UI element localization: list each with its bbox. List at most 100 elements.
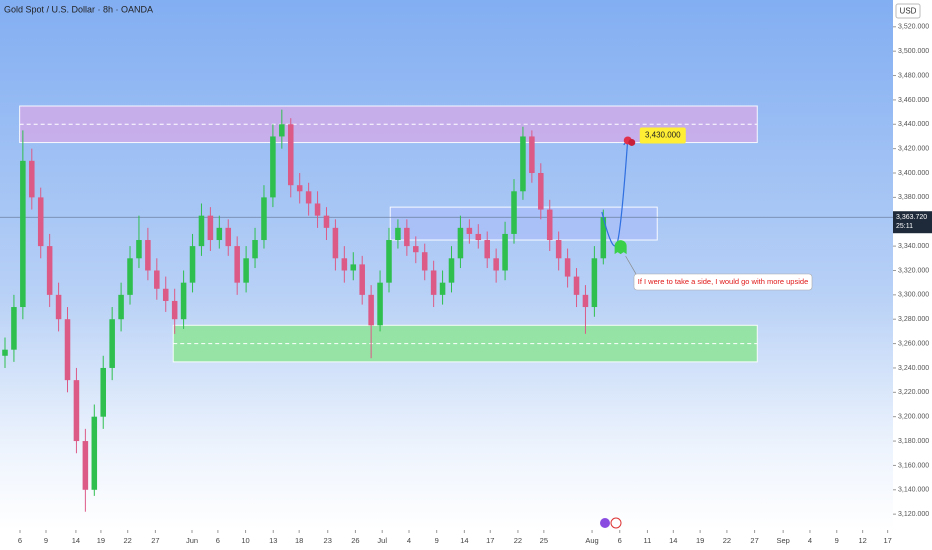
target-icon: [628, 138, 636, 146]
y-tick-label: 3,460.000: [898, 97, 929, 104]
candle-body: [448, 258, 455, 283]
candle-body: [564, 258, 571, 277]
time-axis-panel: [0, 530, 893, 550]
candle-body: [46, 246, 53, 295]
x-tick-label: 17: [883, 536, 891, 545]
currency[interactable]: USD: [900, 7, 917, 16]
candle-body: [154, 270, 160, 289]
ghost-icon: [614, 240, 627, 255]
x-tick-label: 26: [351, 536, 359, 545]
candle-body: [404, 227, 410, 247]
candle-body: [555, 240, 562, 259]
countdown: 25:11: [896, 223, 913, 230]
candle-body: [296, 185, 303, 192]
y-tick-label: 3,120.000: [898, 511, 929, 518]
candle-body: [520, 136, 526, 192]
x-tick-label: 22: [514, 536, 522, 545]
candle-body: [395, 227, 401, 241]
y-tick-label: 3,300.000: [898, 292, 929, 299]
x-tick-label: 23: [324, 536, 332, 545]
candle-body: [243, 258, 249, 283]
y-tick-label: 3,260.000: [898, 340, 929, 347]
candle-body: [600, 217, 607, 259]
x-tick-label: 22: [723, 536, 731, 545]
plot-background: [0, 0, 893, 530]
y-tick-label: 3,340.000: [898, 243, 929, 250]
x-tick-label: Aug: [585, 536, 598, 545]
candle-body: [11, 307, 17, 350]
x-tick-label: 27: [151, 536, 159, 545]
x-tick-label: 11: [644, 536, 652, 545]
annotation-box: [633, 273, 813, 291]
candle-body: [136, 240, 142, 259]
candle-body: [180, 282, 187, 320]
y-tick-label: 3,140.000: [898, 487, 929, 494]
last-price-badge: [893, 211, 932, 234]
x-tick-label: 25: [540, 536, 548, 545]
candle-body: [475, 233, 482, 241]
candle-body: [377, 282, 383, 326]
price-axis-panel: [893, 0, 932, 550]
candle-body: [493, 258, 499, 271]
x-tick-label: 6: [216, 536, 220, 545]
candle-body: [430, 270, 437, 295]
candle-body: [484, 240, 490, 259]
x-tick-label: 22: [124, 536, 132, 545]
candle-body: [20, 160, 26, 308]
candle-body: [413, 246, 419, 253]
candle-body: [225, 227, 232, 247]
candle-body: [502, 233, 508, 271]
x-tick-label: 19: [97, 536, 105, 545]
candle-body: [582, 294, 589, 308]
x-tick-label: 14: [460, 536, 468, 545]
chart-title: Gold Spot / U.S. Dollar · 8h · OANDA: [4, 4, 153, 14]
candle-body: [529, 136, 535, 174]
candle-body: [100, 367, 106, 417]
y-tick-label: 3,500.000: [898, 48, 929, 55]
candle-body: [421, 252, 428, 271]
candle-body: [341, 258, 348, 271]
x-tick-label: 4: [407, 536, 411, 545]
y-tick-label: 3,280.000: [898, 316, 929, 323]
candle-body: [332, 227, 339, 259]
x-tick-label: 12: [858, 536, 866, 545]
x-tick-label: 14: [72, 536, 80, 545]
y-tick-label: 3,220.000: [898, 389, 929, 396]
candle-body: [538, 173, 544, 210]
x-tick-label: 9: [435, 536, 439, 545]
y-tick-label: 3,200.000: [898, 414, 929, 421]
candle-body: [359, 264, 365, 295]
candle-body: [118, 294, 124, 320]
candle-body: [314, 203, 321, 216]
candle-body: [573, 276, 580, 295]
candle-body: [162, 288, 169, 301]
candle-body: [73, 380, 80, 442]
y-tick-label: 3,480.000: [898, 72, 929, 79]
candle-body: [29, 160, 35, 198]
y-tick-label: 3,180.000: [898, 438, 929, 445]
x-tick-label: 6: [18, 536, 22, 545]
x-tick-label: 9: [835, 536, 839, 545]
candle-body: [37, 197, 44, 247]
x-tick-label: 6: [618, 536, 622, 545]
x-tick-label: 4: [808, 536, 812, 545]
x-tick-label: 9: [44, 536, 48, 545]
x-tick-label: 17: [486, 536, 494, 545]
y-tick-label: 3,240.000: [898, 365, 929, 372]
x-tick-label: 18: [295, 536, 303, 545]
candle-body: [368, 294, 374, 326]
candle-body: [466, 227, 473, 234]
candle-body: [145, 240, 151, 271]
currency-box[interactable]: [895, 3, 921, 19]
x-tick-label: Jun: [186, 536, 198, 545]
candle-body: [252, 240, 258, 259]
y-tick-label: 3,420.000: [898, 145, 929, 152]
candle-body: [127, 258, 133, 295]
x-tick-label: 27: [750, 536, 758, 545]
last-price: 3,363.720: [896, 214, 927, 221]
y-tick-label: 3,440.000: [898, 121, 929, 128]
candle-body: [2, 349, 8, 356]
candle-body: [386, 240, 392, 283]
candle-body: [55, 294, 62, 320]
y-tick-label: 3,380.000: [898, 194, 929, 201]
